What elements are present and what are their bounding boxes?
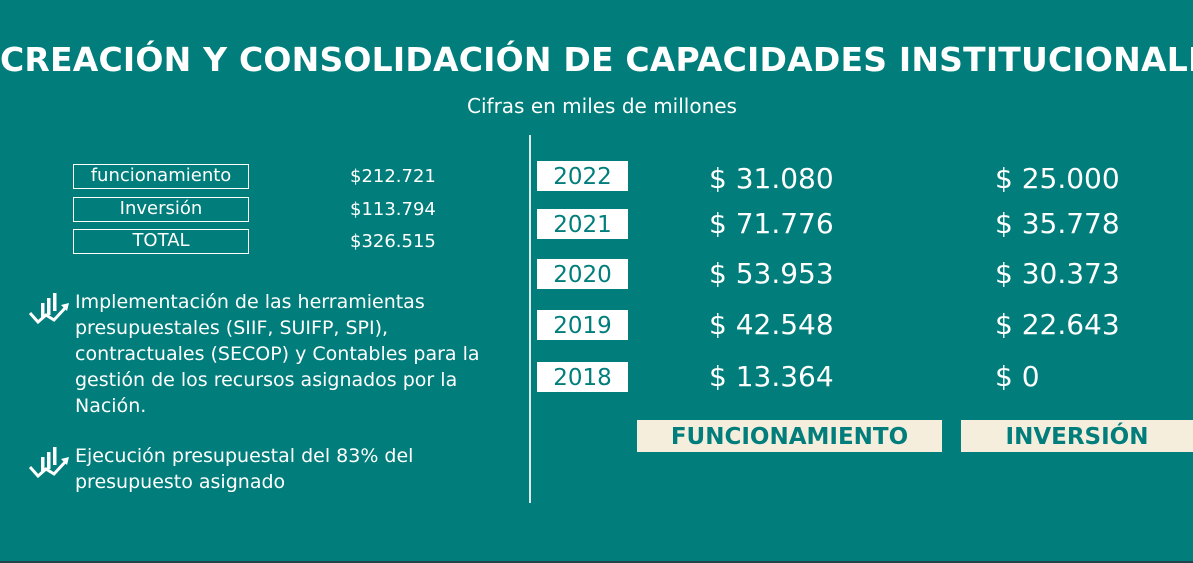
inversion-value: $ 22.643 (995, 308, 1120, 341)
year-label: 2022 (537, 161, 628, 191)
growth-chart-icon (28, 293, 69, 325)
bullet-text: Implementación de las herramientas presu… (75, 291, 480, 417)
funcionamiento-value: $ 42.548 (709, 308, 834, 341)
bullet-item: Implementación de las herramientas presu… (28, 289, 498, 419)
summary-value-inversion: $113.794 (350, 199, 436, 220)
column-header-funcionamiento: FUNCIONAMIENTO (637, 420, 942, 452)
inversion-value: $ 35.778 (995, 207, 1120, 240)
bottom-border (0, 561, 1193, 563)
funcionamiento-value: $ 53.953 (709, 257, 834, 290)
inversion-value: $ 25.000 (995, 162, 1120, 195)
vertical-divider (529, 135, 531, 503)
year-label: 2018 (537, 362, 628, 392)
inversion-value: $ 30.373 (995, 257, 1120, 290)
page-subtitle: Cifras en miles de millones (467, 94, 737, 118)
summary-value-funcionamiento: $212.721 (350, 166, 436, 187)
bullet-text: Ejecución presupuestal del 83% del presu… (75, 445, 414, 493)
summary-label-inversion: Inversión (73, 197, 249, 222)
funcionamiento-value: $ 71.776 (709, 207, 834, 240)
column-header-inversion: INVERSIÓN (961, 420, 1193, 452)
funcionamiento-value: $ 31.080 (709, 162, 834, 195)
growth-chart-icon (28, 447, 69, 479)
summary-label-total: TOTAL (73, 229, 249, 254)
summary-value-total: $326.515 (350, 231, 436, 252)
summary-label-funcionamiento: funcionamiento (73, 164, 249, 189)
bullet-item: Ejecución presupuestal del 83% del presu… (28, 443, 468, 495)
year-label: 2019 (537, 310, 628, 340)
year-label: 2021 (537, 209, 628, 239)
inversion-value: $ 0 (995, 360, 1040, 393)
page-title: CREACIÓN Y CONSOLIDACIÓN DE CAPACIDADES … (0, 40, 1193, 79)
year-label: 2020 (537, 259, 628, 289)
funcionamiento-value: $ 13.364 (709, 360, 834, 393)
